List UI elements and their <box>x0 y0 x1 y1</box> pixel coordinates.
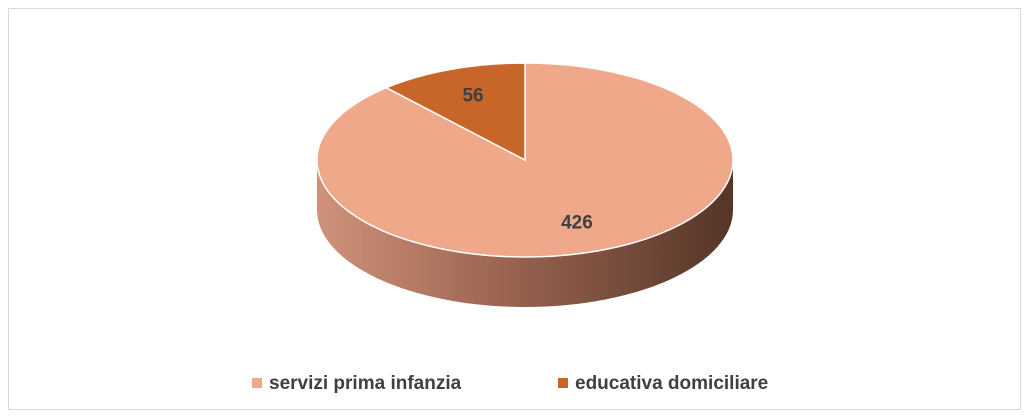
legend-swatch <box>558 378 568 388</box>
pie-side <box>317 160 733 307</box>
legend-swatch <box>252 378 262 388</box>
pie-slice <box>384 62 526 162</box>
data-label: 56 <box>462 86 483 107</box>
legend-label: educativa domiciliare <box>575 373 768 394</box>
data-label: 426 <box>561 212 593 233</box>
legend-label: servizi prima infanzia <box>269 373 462 394</box>
